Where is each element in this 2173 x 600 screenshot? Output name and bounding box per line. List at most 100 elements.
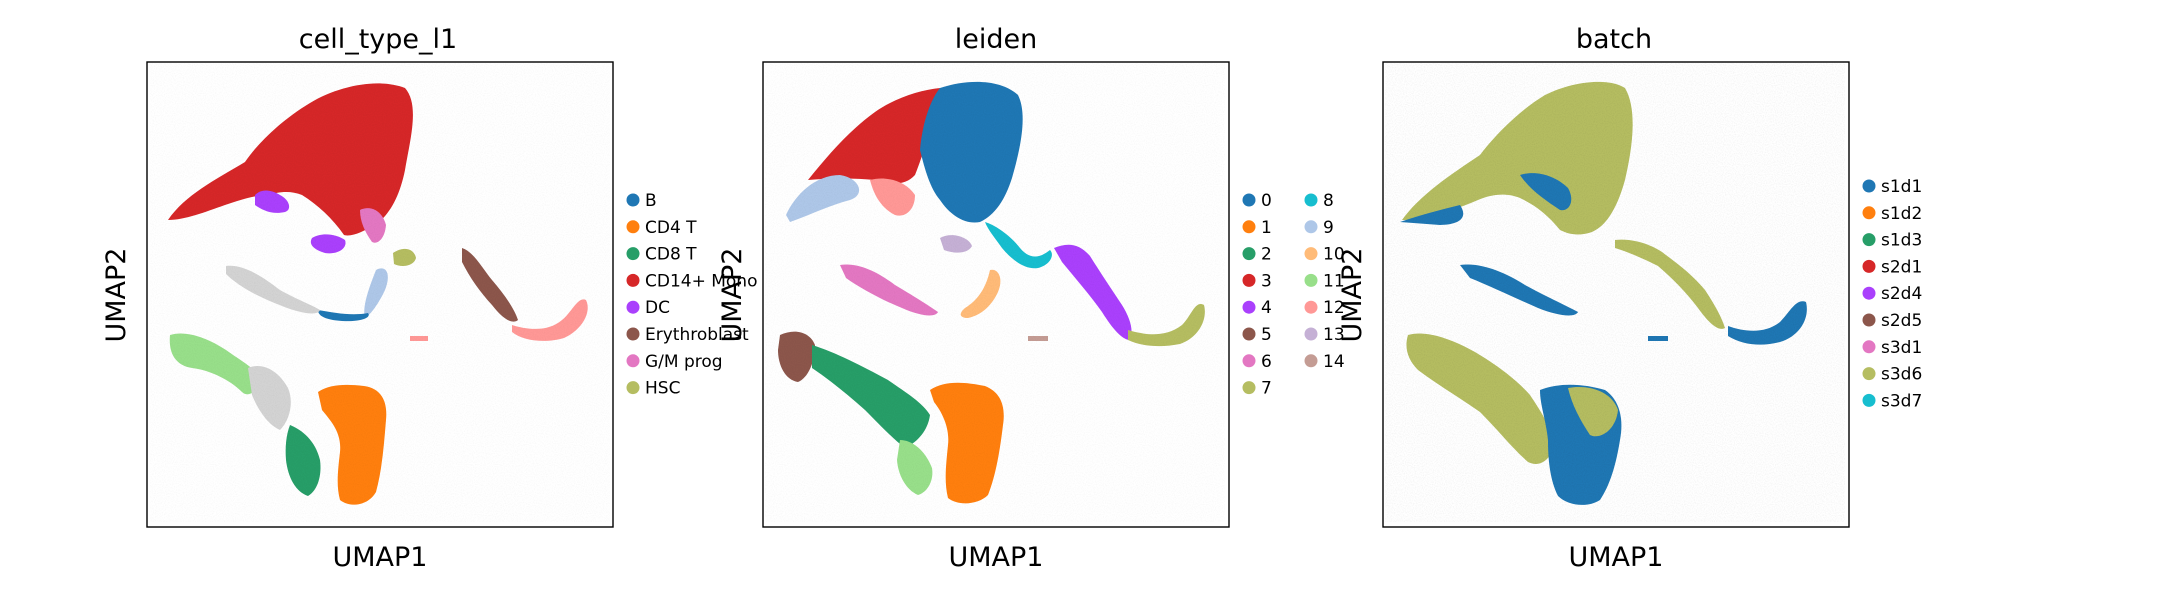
legend-label: DC xyxy=(645,298,670,318)
legend-label: 2 xyxy=(1261,245,1272,265)
legend-label: s3d1 xyxy=(1881,338,1922,358)
legend-label: HSC xyxy=(645,379,680,399)
legend-item: s1d2 xyxy=(1862,204,1922,224)
panel-grain xyxy=(150,62,610,522)
legend-item: 0 xyxy=(1242,191,1272,211)
legend-marker xyxy=(1304,193,1318,207)
legend-label: 13 xyxy=(1323,325,1345,345)
legend-marker xyxy=(626,247,640,261)
panel-title: batch xyxy=(1576,24,1652,55)
axes-frame xyxy=(146,61,614,528)
legend-label: s2d4 xyxy=(1881,284,1922,304)
legend-label: CD4 T xyxy=(645,218,697,238)
legend-marker xyxy=(1242,300,1256,314)
legend-label: 5 xyxy=(1261,325,1272,345)
legend-label: 12 xyxy=(1323,298,1345,318)
legend-item: s2d1 xyxy=(1862,257,1922,277)
legend-marker xyxy=(1862,286,1876,300)
legend-item: 11 xyxy=(1304,271,1345,291)
legend-item: G/M prog xyxy=(626,352,723,372)
legend-item: 4 xyxy=(1242,298,1272,318)
x-axis-label: UMAP1 xyxy=(333,542,428,573)
legend-item: s3d1 xyxy=(1862,338,1922,358)
legend-label: s2d1 xyxy=(1881,257,1922,277)
legend-item: 8 xyxy=(1304,191,1334,211)
legend-marker xyxy=(1242,220,1256,234)
legend-item: DC xyxy=(626,298,670,318)
legend-marker xyxy=(1242,327,1256,341)
legend-marker xyxy=(626,327,640,341)
legend-item: 7 xyxy=(1242,379,1272,399)
legend-item: s2d5 xyxy=(1862,311,1922,331)
legend-label: s1d2 xyxy=(1881,204,1922,224)
legend-marker xyxy=(1862,367,1876,381)
legend-label: s3d7 xyxy=(1881,391,1922,411)
legend-item: 2 xyxy=(1242,245,1272,265)
legend-marker xyxy=(1862,259,1876,273)
y-axis-label: UMAP2 xyxy=(717,248,748,343)
legend-label: 9 xyxy=(1323,218,1334,238)
legend-label: Erythroblast xyxy=(645,325,749,345)
legend-item: HSC xyxy=(626,379,680,399)
legend-item: 9 xyxy=(1304,218,1334,238)
legend-label: 3 xyxy=(1261,271,1272,291)
legend-label: CD14+ Mono xyxy=(645,271,757,291)
legend-marker xyxy=(1242,273,1256,287)
legend-marker xyxy=(1242,247,1256,261)
legend-label: CD8 T xyxy=(645,245,697,265)
legend-marker xyxy=(1304,220,1318,234)
legend-marker xyxy=(1862,313,1876,327)
legend-label: 1 xyxy=(1261,218,1272,238)
panel-title: leiden xyxy=(955,24,1037,55)
legend-item: s1d3 xyxy=(1862,231,1922,251)
legend-item: 5 xyxy=(1242,325,1272,345)
legend-label: 0 xyxy=(1261,191,1272,211)
legend-marker xyxy=(626,193,640,207)
legend-marker xyxy=(1304,300,1318,314)
legend-item: s2d4 xyxy=(1862,284,1922,304)
legend-item: 1 xyxy=(1242,218,1272,238)
panel-grain xyxy=(1385,62,1845,522)
legend-marker xyxy=(1862,233,1876,247)
legend-marker xyxy=(1304,247,1318,261)
panel-grain xyxy=(765,62,1225,522)
legend-marker xyxy=(626,354,640,368)
legend-label: 8 xyxy=(1323,191,1334,211)
legend-item: 3 xyxy=(1242,271,1272,291)
legend-marker xyxy=(1862,393,1876,407)
panel-batch: batch UMAP1 UMAP2 s1d1 s1d2 s1d3 s2d1 s2d4 s2… xyxy=(1337,24,1922,573)
legend: s1d1 s1d2 s1d3 s2d1 s2d4 s2d5 s3d1 s3d6 s3d7 xyxy=(1862,177,1922,411)
legend-label: s3d6 xyxy=(1881,365,1922,385)
legend-marker xyxy=(1304,273,1318,287)
legend-item: s1d1 xyxy=(1862,177,1922,197)
legend-item: B xyxy=(626,191,657,211)
legend-marker xyxy=(1862,340,1876,354)
panel-title: cell_type_l1 xyxy=(299,24,457,55)
legend-item: 13 xyxy=(1304,325,1345,345)
axes-frame xyxy=(762,61,1230,528)
legend-marker xyxy=(1242,193,1256,207)
legend-marker xyxy=(1242,354,1256,368)
legend-label: G/M prog xyxy=(645,352,723,372)
legend-item: CD8 T xyxy=(626,245,697,265)
legend-item: Erythroblast xyxy=(626,325,749,345)
legend-label: s2d5 xyxy=(1881,311,1922,331)
legend-item: 10 xyxy=(1304,245,1345,265)
legend-marker xyxy=(1862,206,1876,220)
legend-marker xyxy=(626,381,640,395)
legend-label: 6 xyxy=(1261,352,1272,372)
x-axis-label: UMAP1 xyxy=(949,542,1044,573)
legend-item: 14 xyxy=(1304,352,1345,372)
legend-label: 7 xyxy=(1261,379,1272,399)
axes-frame xyxy=(1382,61,1850,528)
legend-marker xyxy=(1862,179,1876,193)
legend-label: 4 xyxy=(1261,298,1272,318)
x-axis-label: UMAP1 xyxy=(1569,542,1664,573)
legend-marker xyxy=(1304,327,1318,341)
legend-item: CD14+ Mono xyxy=(626,271,757,291)
legend-item: 12 xyxy=(1304,298,1345,318)
legend-label: B xyxy=(645,191,657,211)
